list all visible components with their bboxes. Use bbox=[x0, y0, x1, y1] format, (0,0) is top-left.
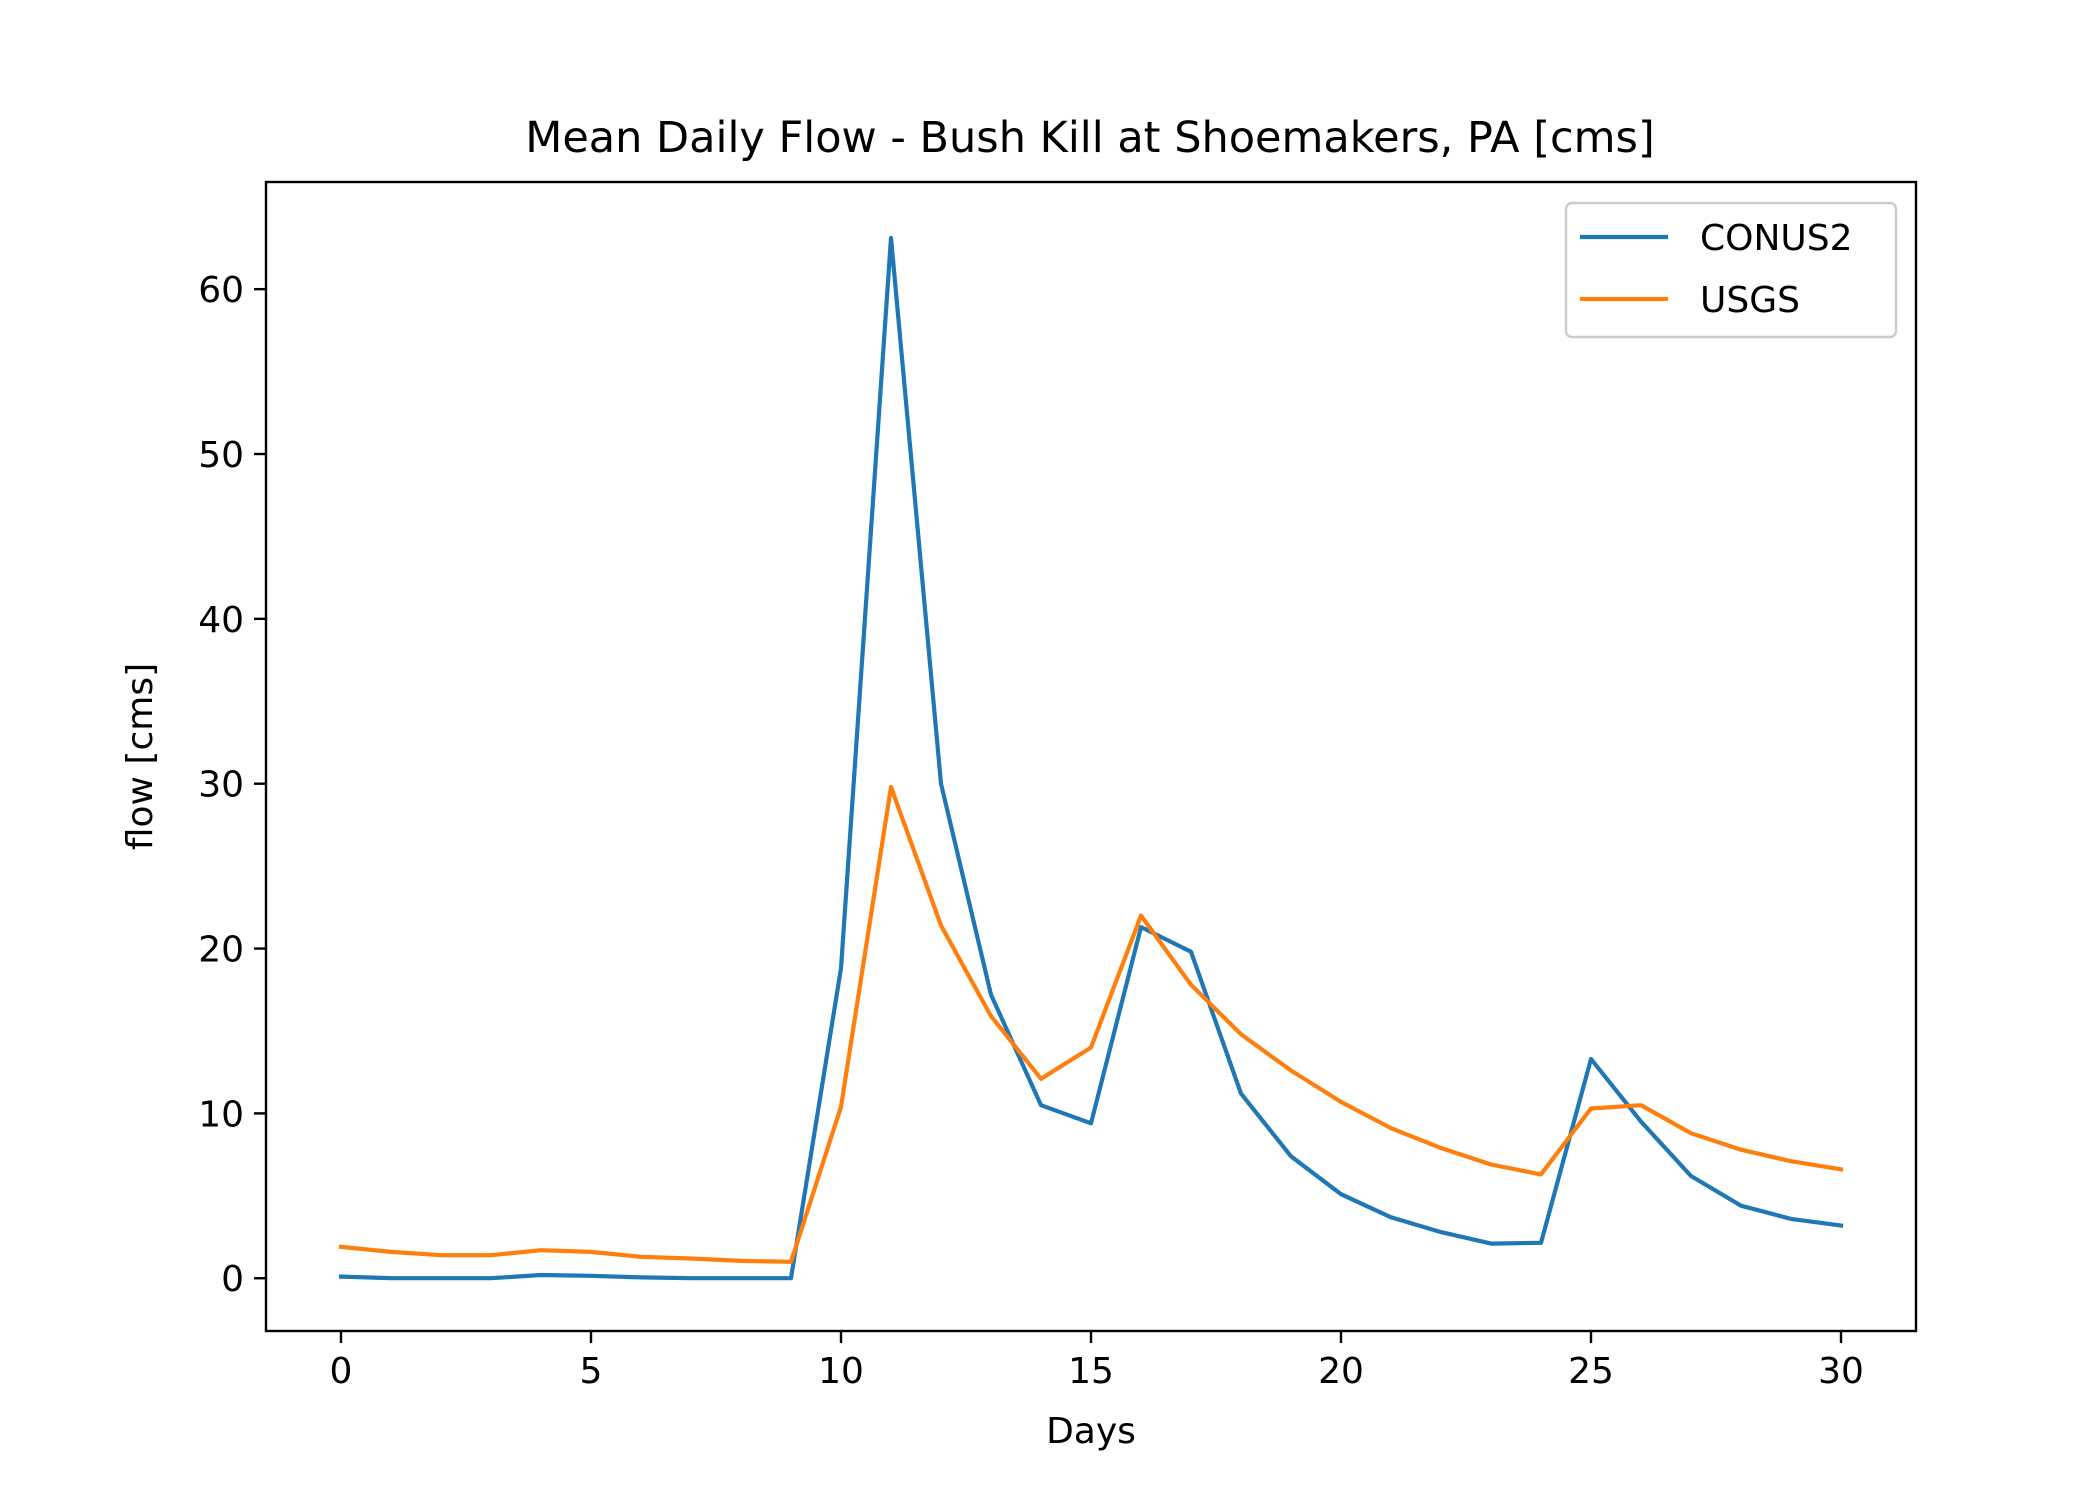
chart-title: Mean Daily Flow - Bush Kill at Shoemaker… bbox=[525, 113, 1655, 163]
x-tick-label: 30 bbox=[1818, 1351, 1864, 1392]
y-axis-label: flow [cms] bbox=[120, 663, 161, 850]
x-tick-label: 25 bbox=[1568, 1351, 1614, 1392]
x-axis: 0 5 10 15 20 25 30 bbox=[330, 1331, 1864, 1392]
y-tick-label: 20 bbox=[198, 930, 244, 971]
y-tick-label: 30 bbox=[198, 765, 244, 806]
series-line-conus2 bbox=[338, 235, 1844, 1281]
x-tick-label: 0 bbox=[330, 1351, 353, 1392]
y-tick-label: 0 bbox=[221, 1259, 244, 1300]
x-tick-label: 10 bbox=[818, 1351, 864, 1392]
x-tick-label: 5 bbox=[580, 1351, 603, 1392]
series-line-usgs bbox=[338, 784, 1844, 1264]
x-tick-label: 20 bbox=[1318, 1351, 1364, 1392]
x-axis-label: Days bbox=[1046, 1411, 1136, 1452]
x-tick-label: 15 bbox=[1068, 1351, 1114, 1392]
plot-area bbox=[338, 235, 1844, 1281]
legend: CONUS2 USGS bbox=[1564, 201, 1898, 339]
y-tick-label: 50 bbox=[198, 435, 244, 476]
y-tick-label: 40 bbox=[198, 600, 244, 641]
y-axis: 0 10 20 30 40 50 60 bbox=[198, 270, 266, 1300]
y-tick-label: 60 bbox=[198, 270, 244, 311]
y-tick-label: 10 bbox=[198, 1094, 244, 1135]
legend-label-usgs: USGS bbox=[1700, 280, 1800, 321]
legend-label-conus2: CONUS2 bbox=[1700, 218, 1853, 259]
